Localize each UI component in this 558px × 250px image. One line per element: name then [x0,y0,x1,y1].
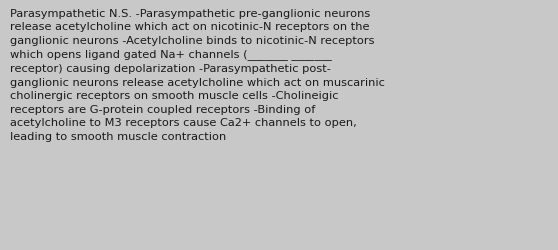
Text: Parasympathetic N.S. -Parasympathetic pre-ganglionic neurons
release acetylcholi: Parasympathetic N.S. -Parasympathetic pr… [10,9,385,141]
